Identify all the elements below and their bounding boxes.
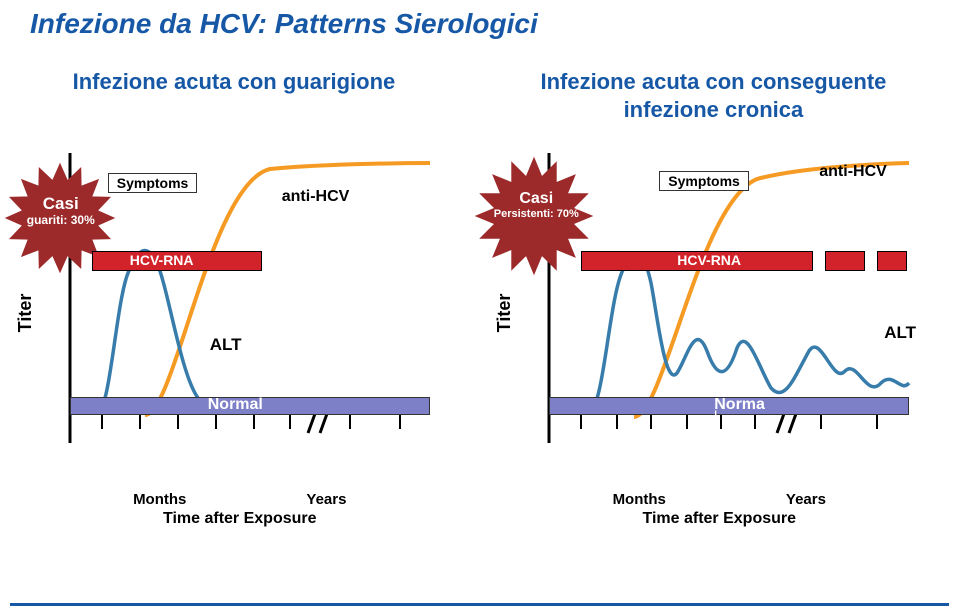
left-xticks — [102, 415, 400, 429]
label-normal-right: Norma l — [714, 396, 765, 420]
subtitle-left: Infezione acuta con guarigione — [73, 68, 396, 123]
label-normal-left: Normal — [208, 396, 263, 414]
label-hcvrna-left: HCV-RNA — [130, 252, 194, 268]
hcvrna-bar-right-2 — [825, 251, 865, 271]
left-alt-curve — [70, 251, 430, 411]
xlabel-months-right: Months — [613, 491, 666, 508]
xlabel-time-left: Time after Exposure — [10, 510, 470, 528]
label-antihcv-left: anti-HCV — [282, 188, 350, 206]
starburst-left-label: Casi guariti: 30% — [16, 195, 106, 227]
label-hcvrna-right: HCV-RNA — [677, 252, 741, 268]
ylabel-titer-left: Titer — [15, 294, 36, 333]
xlabel-months-left: Months — [133, 491, 186, 508]
page-title: Infezione da HCV: Patterns Sierologici — [30, 8, 538, 39]
xlabel-time-right: Time after Exposure — [489, 510, 949, 528]
chart-right: Casi Persistenti: 70% Symptoms anti-HCV … — [489, 133, 949, 493]
label-antihcv-right: anti-HCV — [819, 163, 887, 181]
ylabel-titer-right: Titer — [494, 294, 515, 333]
badge-symptoms-left: Symptoms — [108, 173, 198, 193]
label-alt-right: ALT — [884, 323, 916, 343]
xlabel-years-left: Years — [306, 491, 346, 508]
starburst-right-label: Casi Persistenti: 70% — [481, 190, 591, 220]
chart-left: Casi guariti: 30% Symptoms anti-HCV HCV-… — [10, 133, 470, 493]
hcvrna-bar-right-3 — [877, 251, 907, 271]
subtitle-right: Infezione acuta con conseguente infezion… — [540, 68, 886, 123]
label-alt-left: ALT — [210, 335, 242, 355]
right-antihcv-curve — [634, 163, 909, 417]
right-alt-curve — [549, 255, 909, 411]
badge-symptoms-right: Symptoms — [659, 171, 749, 191]
xlabel-years-right: Years — [786, 491, 826, 508]
